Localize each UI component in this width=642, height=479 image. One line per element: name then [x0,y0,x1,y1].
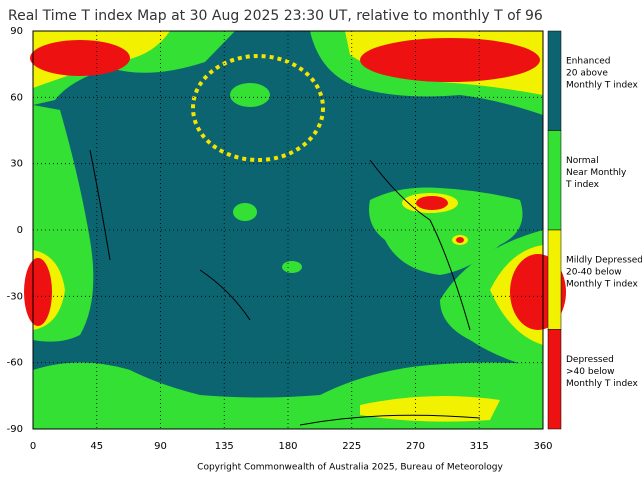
y-tick-label: -90 [7,424,23,435]
legend-label: >40 below [566,367,614,377]
legend-swatch [547,329,562,430]
legend-swatch [547,30,562,131]
legend-label: Monthly T index [566,280,639,290]
y-tick-label: 0 [17,225,23,236]
title: Real Time T index Map at 30 Aug 2025 23:… [8,8,543,24]
legend-swatch [547,229,562,330]
legend-label: Near Monthly [566,168,627,178]
x-tick-label: 45 [90,441,103,452]
legend-label: Monthly T index [566,379,639,389]
x-tick-label: 315 [470,441,489,452]
x-tick-label: 0 [30,441,36,452]
x-tick-label: 135 [215,441,234,452]
legend-label: Mildly Depressed [566,256,642,266]
legend-swatch [547,130,562,231]
legend-label: Monthly T index [566,81,639,91]
y-tick-label: 90 [10,26,23,37]
x-tick-label: 180 [278,441,297,452]
legend-label: T index [565,180,600,190]
y-tick-label: -30 [7,291,23,302]
y-tick-label: 60 [10,92,23,103]
legend-label: Normal [566,156,599,166]
legend-label: 20-40 below [566,268,622,278]
x-tick-label: 90 [154,441,167,452]
copyright: Copyright Commonwealth of Australia 2025… [197,463,503,473]
x-tick-label: 225 [342,441,361,452]
legend-label: Enhanced [566,57,611,67]
y-tick-label: -60 [7,358,23,369]
x-tick-label: 360 [533,441,552,452]
legend-label: 20 above [566,69,608,79]
legend-label: Depressed [566,355,614,365]
y-tick-label: 30 [10,159,23,170]
x-tick-label: 270 [406,441,425,452]
